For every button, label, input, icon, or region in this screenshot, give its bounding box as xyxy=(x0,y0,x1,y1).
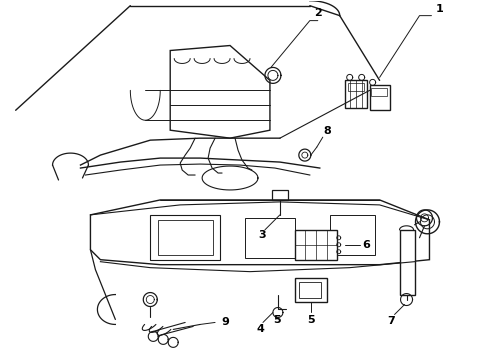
Bar xyxy=(245,218,295,258)
Text: 4: 4 xyxy=(256,324,264,334)
Text: 9: 9 xyxy=(221,318,229,328)
Text: 8: 8 xyxy=(323,126,331,136)
Bar xyxy=(330,215,375,255)
Text: 2: 2 xyxy=(314,8,321,18)
Text: 7: 7 xyxy=(388,316,395,327)
Text: 5: 5 xyxy=(273,315,281,325)
Bar xyxy=(150,215,220,260)
Text: 3: 3 xyxy=(258,230,266,240)
Bar xyxy=(369,85,390,110)
Bar xyxy=(299,282,321,298)
Text: 1: 1 xyxy=(436,4,443,14)
Text: 5: 5 xyxy=(307,315,315,325)
Text: 6: 6 xyxy=(363,240,370,250)
Bar xyxy=(345,80,367,108)
Bar xyxy=(295,230,337,260)
Bar xyxy=(399,230,415,294)
Bar xyxy=(348,84,364,91)
Bar xyxy=(370,88,387,96)
Bar xyxy=(272,190,288,200)
Bar xyxy=(158,220,213,255)
Bar xyxy=(295,278,327,302)
